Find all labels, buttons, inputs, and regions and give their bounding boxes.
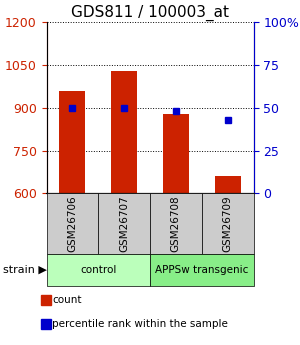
Text: control: control [80,265,116,275]
Title: GDS811 / 100003_at: GDS811 / 100003_at [71,5,229,21]
Text: percentile rank within the sample: percentile rank within the sample [52,319,228,329]
Bar [215,176,241,193]
Text: GSM26709: GSM26709 [223,195,232,252]
Text: GSM26707: GSM26707 [119,195,129,252]
Text: GSM26706: GSM26706 [68,195,77,252]
Text: APPSw transgenic: APPSw transgenic [155,265,248,275]
Text: strain ▶: strain ▶ [3,265,47,275]
Bar [59,91,85,193]
Text: count: count [52,295,82,305]
Text: GSM26708: GSM26708 [171,195,181,252]
Bar [163,114,189,193]
Bar [111,71,137,193]
